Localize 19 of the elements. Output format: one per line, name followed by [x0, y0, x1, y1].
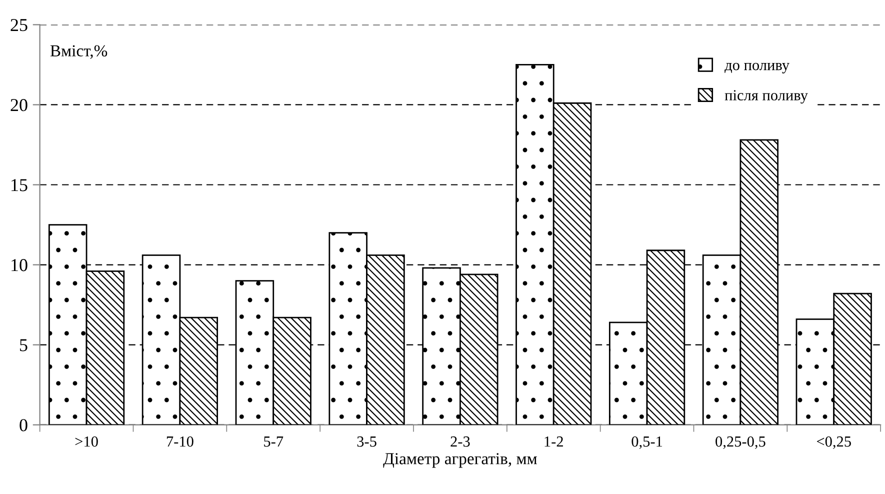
x-tick-label: 0,25-0,5	[716, 436, 766, 449]
y-tick-label: 25	[10, 19, 28, 32]
y-tick-label: 20	[10, 98, 28, 112]
x-tick-label: 0,5-1	[632, 436, 662, 449]
y-axis-title: Вміст,%	[50, 45, 108, 59]
legend-label: після поливу	[724, 90, 808, 104]
x-tick-label: >10	[75, 436, 98, 447]
x-tick-label: 5-7	[264, 436, 284, 447]
x-tick-label: 1-2	[544, 436, 563, 447]
y-tick-label: 5	[20, 339, 28, 352]
y-tick-label: 10	[12, 259, 28, 272]
x-tick-label: <0,25	[816, 436, 851, 449]
x-tick-label: 7-10	[166, 436, 194, 447]
y-tick-label: 15	[12, 179, 28, 192]
x-tick-label: 3-5	[357, 436, 376, 447]
legend-label: до поливу	[724, 62, 790, 74]
y-tick-label: 0	[20, 419, 28, 432]
x-tick-label: 2-3	[450, 436, 470, 447]
x-axis-title: Діаметр агрегатів, мм	[383, 453, 537, 468]
